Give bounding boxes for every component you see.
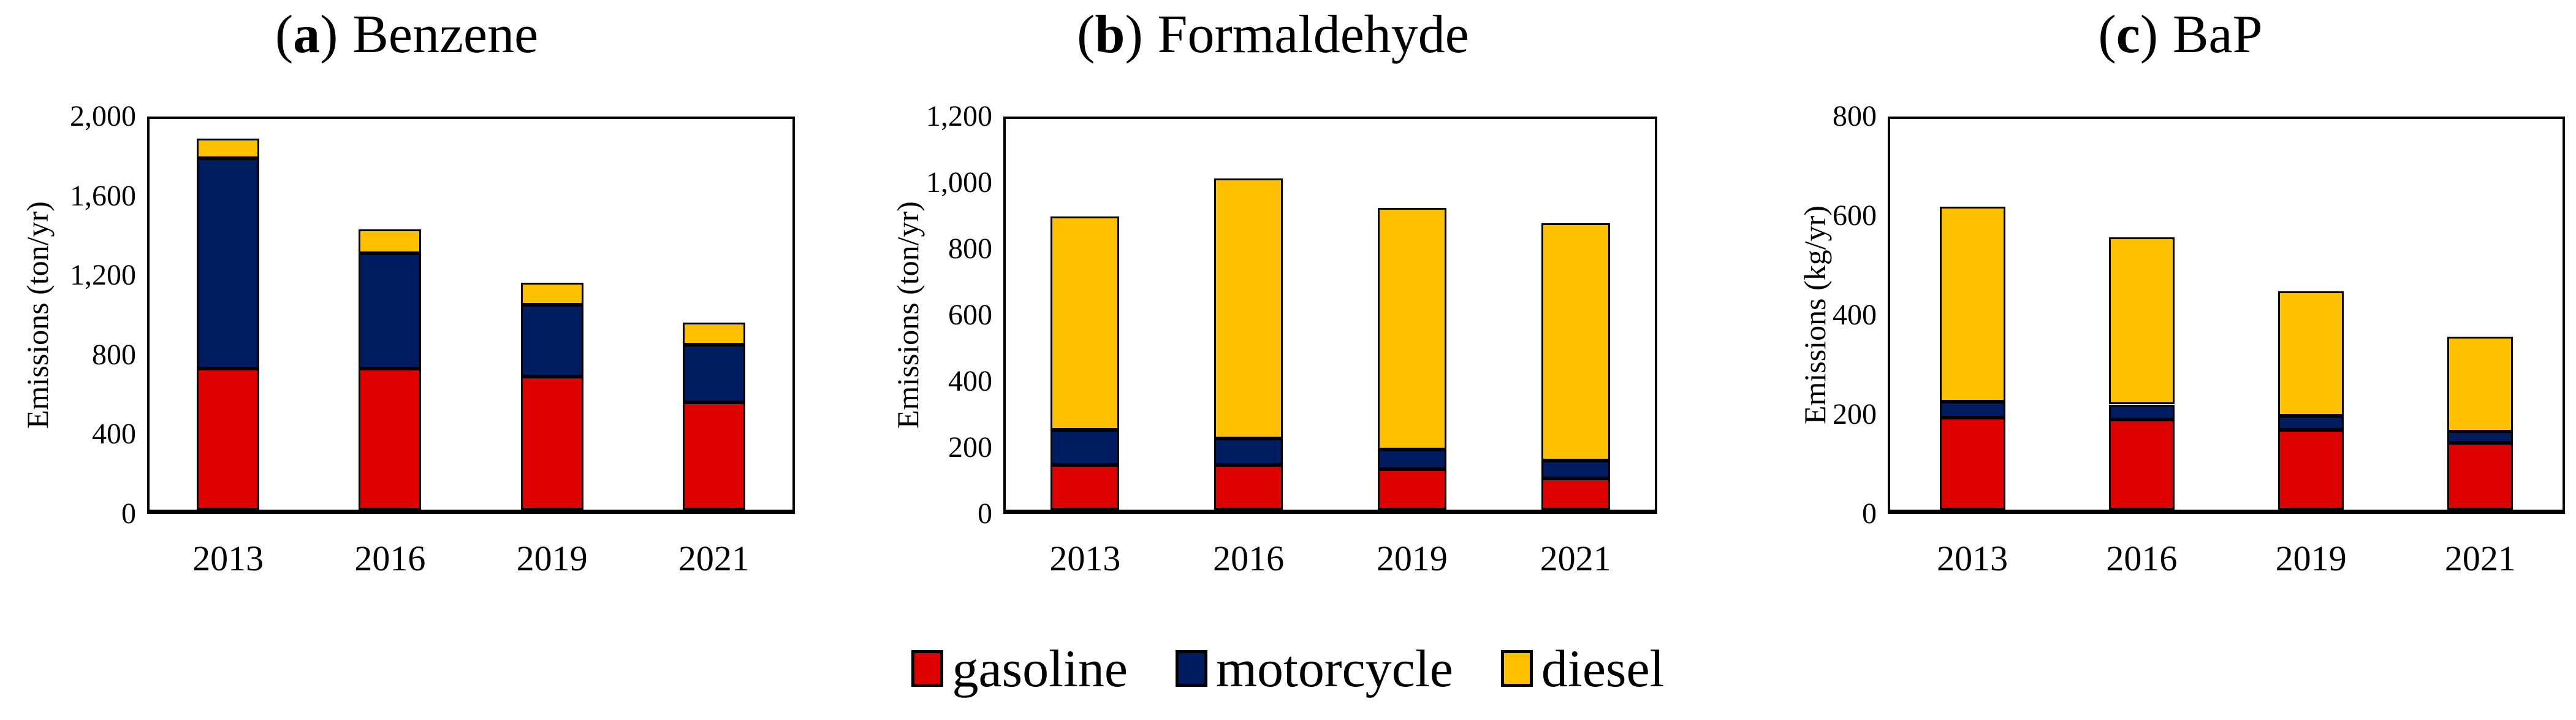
y-tick-label: 800 — [948, 232, 992, 265]
bar-segment-diesel-2019 — [520, 283, 583, 305]
y-tick-label: 2,000 — [70, 100, 136, 132]
chart-panel-bap: (c) BaP Emissions (kg/yr) 0 200 400 600 800 20… — [1796, 0, 2565, 720]
y-tick-label: 200 — [948, 431, 992, 464]
bar-segment-diesel-2019 — [1377, 208, 1446, 450]
x-tick-label: 2016 — [354, 538, 426, 578]
x-tick-label: 2016 — [2106, 538, 2178, 578]
y-axis-title: Emissions (ton/yr) — [20, 201, 55, 429]
x-tick-label: 2021 — [1540, 538, 1611, 578]
y-tick-label: 1,200 — [70, 259, 136, 292]
x-tick-label: 2013 — [1049, 538, 1121, 578]
bar-segment-diesel-2013 — [197, 139, 260, 158]
bar-segment-gasoline-2013 — [1051, 465, 1120, 510]
bar-segment-gasoline-2016 — [2108, 419, 2175, 510]
bar-segment-gasoline-2021 — [682, 402, 745, 510]
legend-label: gasoline — [952, 639, 1128, 698]
x-tick-label: 2021 — [678, 538, 750, 578]
bar-segment-diesel-2016 — [359, 229, 422, 253]
legend-swatch-motorcycle — [1176, 650, 1208, 687]
x-tick-label: 2016 — [1213, 538, 1285, 578]
panel-label-open: ( — [1077, 5, 1095, 64]
panel-label-letter: b — [1095, 5, 1125, 64]
y-tick-label: 0 — [978, 497, 992, 530]
x-tick-label: 2019 — [2275, 538, 2347, 578]
plot-area — [147, 117, 795, 514]
bar-segment-motorcycle-2019 — [520, 305, 583, 377]
bar-segment-diesel-2021 — [2447, 337, 2513, 432]
bar-segment-gasoline-2019 — [1377, 469, 1446, 510]
panel-title-text: Benzene — [352, 5, 539, 64]
legend-label: motorcycle — [1216, 639, 1453, 698]
legend-item-motorcycle: motorcycle — [1176, 642, 1453, 695]
bar-segment-diesel-2016 — [1214, 178, 1283, 439]
legend: gasoline motorcycle diesel — [0, 632, 2576, 705]
panel-title-text: BaP — [2172, 5, 2263, 64]
bar-segment-gasoline-2013 — [1939, 418, 2005, 510]
bar-segment-diesel-2016 — [2108, 237, 2175, 404]
plot-area — [1888, 117, 2565, 514]
legend-swatch-gasoline — [911, 650, 944, 687]
panel-title-bap: (c) BaP — [1796, 4, 2565, 66]
y-tick-label: 400 — [948, 365, 992, 397]
y-tick-label: 1,600 — [70, 179, 136, 212]
x-tick-label: 2019 — [1376, 538, 1448, 578]
bar-segment-gasoline-2021 — [2447, 443, 2513, 510]
panel-label-letter: a — [293, 5, 321, 64]
panel-label-open: ( — [2098, 5, 2116, 64]
y-tick-label: 200 — [1833, 398, 1877, 431]
bar-segment-motorcycle-2013 — [1051, 430, 1120, 465]
y-tick-label: 400 — [92, 418, 136, 451]
panel-title-benzene: (a) Benzene — [18, 4, 795, 66]
y-tick-label: 600 — [1833, 199, 1877, 232]
bar-segment-gasoline-2013 — [197, 369, 260, 510]
bar-segment-motorcycle-2016 — [1214, 439, 1283, 465]
x-tick-label: 2019 — [516, 538, 588, 578]
bar-segment-diesel-2019 — [2278, 291, 2344, 416]
y-tick-label: 0 — [121, 497, 136, 530]
bar-segment-motorcycle-2016 — [359, 253, 422, 369]
legend-item-diesel: diesel — [1500, 639, 1665, 698]
bar-segment-gasoline-2016 — [1214, 465, 1283, 510]
y-tick-label: 400 — [1833, 299, 1877, 331]
bar-segment-motorcycle-2013 — [197, 158, 260, 369]
x-tick-label: 2013 — [192, 538, 264, 578]
y-tick-label: 0 — [1862, 497, 1877, 530]
plot-area — [1003, 117, 1657, 514]
y-tick-label: 1,200 — [926, 100, 992, 132]
bar-segment-motorcycle-2021 — [1541, 461, 1610, 478]
bar-segment-gasoline-2021 — [1541, 478, 1610, 510]
bar-segment-diesel-2013 — [1939, 207, 2005, 402]
panel-label-close: ) — [2140, 5, 2159, 64]
panel-title-formaldehyde: (b) Formaldehyde — [889, 4, 1657, 66]
bar-segment-gasoline-2019 — [2278, 430, 2344, 510]
panel-label-letter: c — [2116, 5, 2140, 64]
y-tick-label: 800 — [92, 338, 136, 371]
y-tick-label: 600 — [948, 299, 992, 331]
x-tick-label: 2021 — [2444, 538, 2516, 578]
x-tick-label: 2013 — [1937, 538, 2008, 578]
bar-segment-diesel-2013 — [1051, 216, 1120, 430]
panel-label-close: ) — [1125, 5, 1143, 64]
legend-label: diesel — [1541, 639, 1665, 698]
y-tick-label: 1,000 — [926, 166, 992, 199]
legend-swatch-diesel — [1500, 650, 1533, 687]
bar-segment-gasoline-2016 — [359, 369, 422, 510]
bar-segment-motorcycle-2021 — [2447, 431, 2513, 443]
y-tick-label: 800 — [1833, 100, 1877, 132]
bar-segment-motorcycle-2013 — [1939, 402, 2005, 418]
bar-segment-diesel-2021 — [682, 323, 745, 345]
bar-segment-motorcycle-2019 — [1377, 450, 1446, 469]
panel-title-text: Formaldehyde — [1157, 5, 1469, 64]
legend-item-gasoline: gasoline — [911, 642, 1128, 695]
bar-segment-motorcycle-2019 — [2278, 416, 2344, 430]
chart-panel-formaldehyde: (b) Formaldehyde Emissions (ton/yr) 0 200 4… — [889, 0, 1657, 720]
bar-segment-motorcycle-2021 — [682, 345, 745, 402]
bar-segment-diesel-2021 — [1541, 223, 1610, 461]
chart-panel-benzene: (a) Benzene Emissions (ton/yr) 0 400 800 1,2… — [18, 0, 795, 720]
panel-label-close: ) — [320, 5, 338, 64]
panel-label-open: ( — [275, 5, 294, 64]
bar-segment-motorcycle-2016 — [2108, 405, 2175, 419]
bar-segment-gasoline-2019 — [520, 377, 583, 510]
